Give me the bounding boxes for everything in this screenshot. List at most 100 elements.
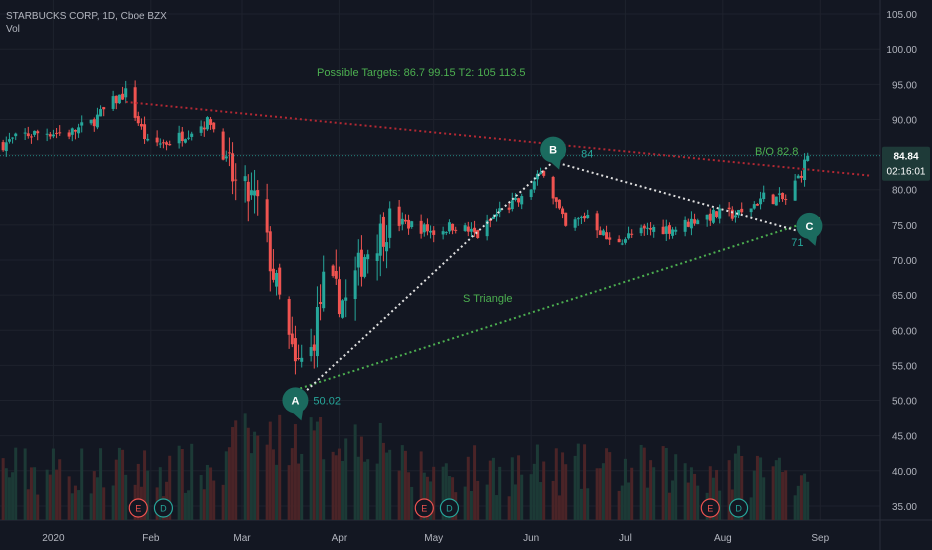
- volume-bar: [623, 458, 627, 520]
- candle-body: [762, 192, 766, 200]
- candle-body: [319, 302, 323, 304]
- volume-bar: [246, 427, 250, 520]
- volume-bar: [432, 466, 436, 520]
- candle-body: [356, 252, 360, 268]
- volume-bar: [331, 451, 335, 520]
- volume-bar: [293, 424, 297, 520]
- x-tick-label: Sep: [811, 533, 829, 544]
- volume-bar: [608, 452, 612, 520]
- candle-body: [400, 218, 404, 225]
- point-b-price-label: 84: [581, 149, 593, 161]
- candle-body: [520, 196, 524, 205]
- earnings-event-icon[interactable]: [414, 498, 434, 518]
- volume-bar: [124, 474, 128, 520]
- candle-body: [737, 209, 741, 216]
- candle-body: [334, 270, 338, 279]
- candle-body: [363, 257, 367, 277]
- earnings-event-icon[interactable]: [128, 498, 148, 518]
- candle-body: [674, 229, 678, 232]
- candle-body: [777, 193, 781, 195]
- earnings-event-icon[interactable]: [700, 498, 720, 518]
- candle-body: [683, 219, 687, 232]
- candle-body: [268, 231, 272, 272]
- volume-bar: [209, 467, 213, 520]
- candle-body: [551, 176, 555, 199]
- candle-body: [11, 137, 15, 139]
- volume-bar: [221, 484, 225, 520]
- candle-body: [121, 93, 125, 100]
- y-tick-label: 75.00: [892, 221, 917, 232]
- volume-bar: [777, 457, 781, 520]
- y-tick-label: 80.00: [892, 186, 917, 197]
- y-tick-label: 40.00: [892, 467, 917, 478]
- volume-bar: [674, 454, 678, 520]
- candle-body: [158, 143, 162, 145]
- dividend-event-icon[interactable]: [439, 498, 460, 518]
- point-a-marker[interactable]: [282, 387, 309, 414]
- volume-bar: [441, 466, 445, 520]
- candle-body: [759, 198, 763, 205]
- volume-bar: [645, 487, 649, 520]
- candle-body: [601, 230, 605, 236]
- support-trendline[interactable]: [295, 216, 821, 391]
- pattern-line-ab[interactable]: [302, 160, 554, 395]
- candle-body: [224, 156, 228, 159]
- point-c-marker[interactable]: [796, 212, 823, 239]
- candle-body: [781, 192, 785, 200]
- candle-body: [595, 213, 599, 231]
- candle-body: [322, 271, 326, 309]
- candle-body: [99, 109, 103, 117]
- volume-bar: [111, 485, 115, 520]
- candle-body: [579, 216, 583, 218]
- point-b-marker[interactable]: [540, 136, 567, 163]
- volume-bar: [466, 456, 470, 520]
- candle-body: [485, 220, 489, 237]
- candle-body: [33, 130, 37, 135]
- candle-body: [205, 117, 209, 130]
- dividend-event-letter: D: [160, 504, 167, 514]
- dividend-event-icon[interactable]: [728, 498, 749, 518]
- candle-body: [727, 207, 731, 210]
- candle-body: [642, 225, 646, 229]
- volume-bar: [715, 469, 719, 520]
- candle-body: [190, 133, 194, 137]
- volume-bar: [67, 476, 71, 520]
- candle-body: [639, 227, 643, 234]
- candle-body: [278, 267, 282, 295]
- volume-bars: [1, 413, 810, 520]
- candle-body: [715, 211, 719, 217]
- volume-bar: [205, 464, 209, 520]
- candle-body: [598, 230, 602, 235]
- candle-body: [495, 214, 499, 217]
- volume-bar: [190, 443, 194, 520]
- volume-bar: [4, 468, 8, 520]
- dividend-event-icon[interactable]: [153, 498, 174, 518]
- volume-bar: [353, 424, 357, 520]
- candle-body: [221, 131, 225, 160]
- volume-bar: [26, 489, 30, 520]
- candle-body: [165, 142, 169, 145]
- volume-bar: [473, 445, 477, 520]
- candle-body: [199, 126, 203, 133]
- pattern-line-bc[interactable]: [552, 160, 802, 233]
- candle-body: [1, 142, 5, 151]
- volume-bar: [799, 475, 803, 520]
- volume-bar: [689, 467, 693, 520]
- volume-bar: [520, 474, 524, 520]
- candle-body: [803, 159, 807, 181]
- volume-bar: [573, 455, 577, 520]
- volume-bar: [177, 445, 181, 520]
- candle-body: [249, 190, 253, 196]
- volume-bar: [419, 451, 423, 520]
- volume-bar: [561, 452, 565, 520]
- volume-bar: [529, 474, 533, 520]
- point-c-letter: C: [805, 221, 813, 233]
- candle-body: [517, 198, 521, 203]
- candle-body: [312, 344, 316, 351]
- resistance-trendline[interactable]: [125, 100, 871, 177]
- volume-bar: [759, 457, 763, 520]
- x-tick-label: May: [424, 533, 443, 544]
- candle-body: [331, 265, 335, 276]
- volume-bar: [265, 444, 269, 520]
